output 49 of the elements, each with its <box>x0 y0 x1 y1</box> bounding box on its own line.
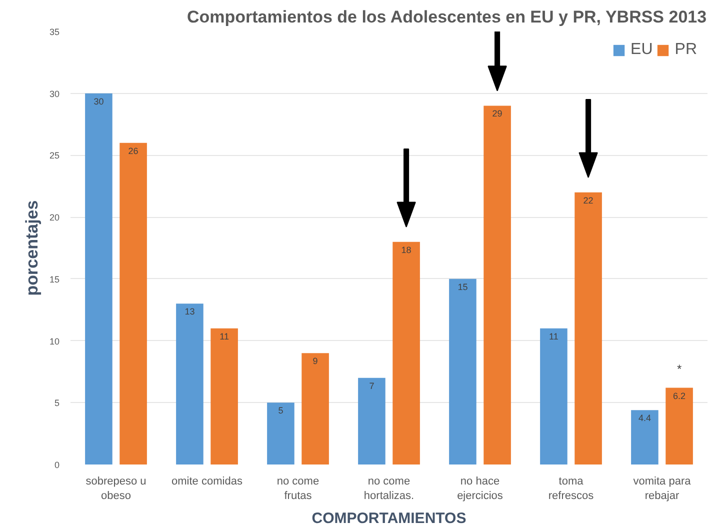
data-label: 18 <box>401 244 412 255</box>
data-label: 13 <box>184 306 195 317</box>
data-label: 22 <box>583 195 594 206</box>
y-tick-label: 25 <box>49 150 60 161</box>
annotation: * <box>676 362 682 376</box>
bar <box>267 402 294 464</box>
x-tick-label: no come hortalizas. <box>364 476 414 502</box>
data-label: 29 <box>492 108 502 119</box>
data-label: 9 <box>312 356 318 366</box>
x-tick-label: no hace ejercicios <box>457 476 504 502</box>
y-tick-label: 10 <box>49 336 60 346</box>
bar <box>392 242 420 464</box>
y-tick-label: 0 <box>54 460 60 470</box>
data-label: 26 <box>128 146 138 156</box>
bar <box>176 304 204 464</box>
bar <box>574 192 602 464</box>
x-tick-label: vomita para rebajar <box>633 476 692 502</box>
data-label: 30 <box>94 96 104 106</box>
data-label: 5 <box>278 406 284 416</box>
y-tick-label: 5 <box>54 398 60 408</box>
chart-title: Comportamientos de los Adolescentes en EU y PR, YBRSS 2013 <box>186 8 707 26</box>
data-label: 11 <box>220 331 229 342</box>
bar <box>449 278 476 464</box>
data-label: 4.4 <box>638 413 651 424</box>
data-label: 7 <box>369 380 374 391</box>
legend-label: EU <box>630 41 653 59</box>
bar <box>666 388 693 464</box>
legend-label: PR <box>674 41 697 59</box>
data-label: 6.2 <box>673 390 686 401</box>
bar <box>120 142 147 464</box>
y-tick-label: 30 <box>49 88 60 99</box>
y-tick-label: 20 <box>49 212 60 223</box>
bar <box>631 410 658 464</box>
bar <box>85 93 112 464</box>
bar <box>358 378 386 464</box>
bar <box>540 328 568 464</box>
bar <box>484 106 511 464</box>
y-tick-label: 15 <box>49 274 60 284</box>
y-tick-label: 35 <box>49 27 60 37</box>
x-tick-label: toma refrescos <box>548 476 594 502</box>
x-axis-title: COMPORTAMIENTOS <box>312 510 466 527</box>
x-tick-label: sobrepeso u obeso <box>86 476 146 502</box>
x-tick-label: no come frutas <box>276 476 320 502</box>
x-tick-label: omite comidas <box>172 476 243 488</box>
data-label: 15 <box>458 282 468 292</box>
bar <box>210 328 238 464</box>
bar <box>302 353 329 464</box>
y-axis-title: porcentajes <box>22 200 42 296</box>
data-label: 11 <box>549 331 558 342</box>
